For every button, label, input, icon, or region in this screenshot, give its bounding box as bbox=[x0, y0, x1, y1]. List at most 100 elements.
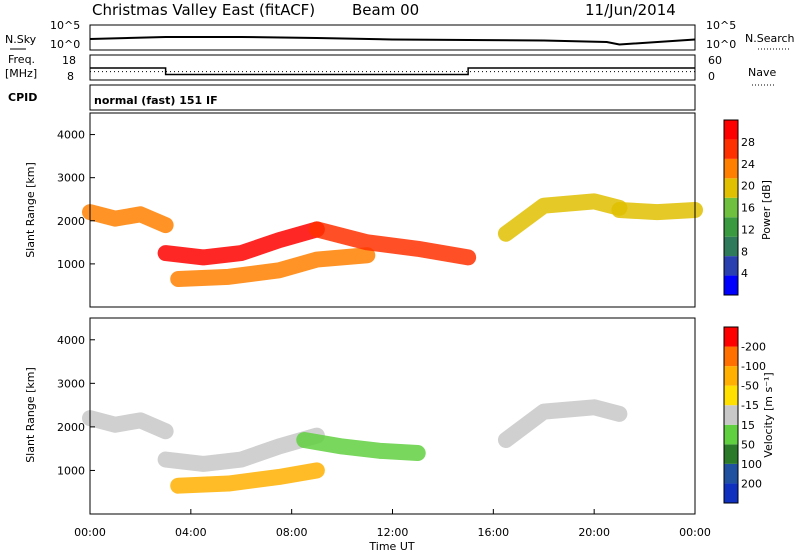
power-colorbar-frame bbox=[723, 119, 739, 296]
nsearch-ytick-top: 10^5 bbox=[706, 19, 736, 32]
velocity-echo-band bbox=[296, 431, 426, 462]
power-colorbar-tick: 16 bbox=[741, 202, 755, 215]
velocity-echo-band bbox=[170, 462, 325, 494]
velocity-ytick-label: 3000 bbox=[57, 377, 85, 390]
velocity-colorbar-tick: 15 bbox=[741, 419, 755, 432]
cpid-panel: normal (fast) 151 IF bbox=[89, 84, 696, 111]
velocity-ytick-label: 4000 bbox=[57, 334, 85, 347]
power-echo-band bbox=[308, 221, 477, 266]
velocity-colorbar-label: Velocity [m s⁻¹] bbox=[762, 372, 775, 457]
freq-label: Freq. bbox=[8, 53, 35, 66]
freq-line bbox=[90, 67, 695, 76]
power-colorbar-tick: 12 bbox=[741, 223, 755, 236]
time-tick-label: 00:00 bbox=[74, 526, 106, 539]
velocity-colorbar-cell bbox=[724, 424, 738, 445]
velocity-colorbar-tick: -200 bbox=[741, 341, 766, 354]
velocity-colorbar-cell bbox=[724, 385, 738, 406]
velocity-panel: 1000 2000 3000 4000 Slant Range [km] 200 100… bbox=[24, 317, 775, 515]
freq-series bbox=[90, 67, 695, 76]
velocity-colorbar-tick: 200 bbox=[741, 477, 762, 490]
power-colorbar-tick: 20 bbox=[741, 180, 755, 193]
power-echo-band bbox=[82, 204, 174, 234]
velocity-colorbar-cell bbox=[724, 327, 738, 347]
nsearch-ytick-bottom: 10^0 bbox=[706, 38, 736, 51]
power-echo-band bbox=[611, 202, 703, 221]
power-colorbar-tick: 8 bbox=[741, 245, 748, 258]
nave-ytick-top: 60 bbox=[708, 54, 722, 67]
nsky-label: N.Sky bbox=[5, 33, 37, 46]
nsky-frame bbox=[89, 24, 696, 51]
velocity-echo-band bbox=[82, 410, 174, 440]
power-ytick-label: 1000 bbox=[57, 258, 85, 271]
cpid-label: CPID bbox=[8, 91, 37, 104]
power-echo-band bbox=[170, 247, 376, 287]
beam-label: Beam 00 bbox=[352, 1, 419, 19]
nsky-series bbox=[89, 36, 696, 46]
time-tick-label: 20:00 bbox=[578, 526, 610, 539]
freq-ytick-top: 18 bbox=[62, 54, 76, 67]
power-colorbar-cell bbox=[724, 178, 738, 198]
time-tick-label: 12:00 bbox=[377, 526, 409, 539]
power-frame bbox=[89, 112, 696, 308]
time-tick-label: 04:00 bbox=[175, 526, 207, 539]
time-tick-label: 16:00 bbox=[477, 526, 509, 539]
power-colorbar-label: Power [dB] bbox=[760, 180, 773, 240]
freq-unit-label: [MHz] bbox=[5, 67, 37, 80]
nave-ytick-bottom: 0 bbox=[708, 70, 715, 83]
power-yticks: 1000 2000 3000 4000 bbox=[57, 129, 95, 271]
power-echoes bbox=[82, 193, 703, 287]
nsearch-label: N.Search bbox=[745, 32, 795, 45]
time-axis: 00:00 04:00 08:00 12:00 16:00 20:00 00:00 bbox=[74, 509, 711, 539]
power-colorbar-tick: 24 bbox=[741, 158, 755, 171]
nsky-ytick-top: 10^5 bbox=[50, 19, 80, 32]
power-colorbar-cell bbox=[724, 120, 738, 140]
velocity-colorbar-tick: -15 bbox=[741, 399, 759, 412]
time-tick-label: 00:00 bbox=[679, 526, 711, 539]
power-colorbar-cell bbox=[724, 158, 738, 179]
nsky-panel: 10^5 10^0 10^5 10^0 bbox=[50, 19, 736, 51]
velocity-colorbar-cell bbox=[724, 483, 738, 503]
velocity-colorbar-cell bbox=[724, 405, 738, 425]
velocity-echo-band bbox=[497, 399, 628, 448]
velocity-colorbar-frame bbox=[723, 326, 739, 504]
power-colorbar-cell bbox=[724, 256, 738, 276]
plot-title: Christmas Valley East (fitACF) bbox=[92, 1, 315, 19]
velocity-colorbar-tick: 50 bbox=[741, 438, 755, 451]
velocity-colorbar-tick: -100 bbox=[741, 360, 766, 373]
nsky-line bbox=[89, 36, 696, 46]
power-ytick-label: 4000 bbox=[57, 129, 85, 142]
time-axis-label: Time UT bbox=[368, 540, 414, 553]
velocity-colorbar-tick: 100 bbox=[741, 458, 762, 471]
freq-panel: 18 8 60 0 bbox=[62, 54, 722, 83]
power-colorbar-cell bbox=[724, 197, 738, 218]
power-colorbar: 4 8 12 16 20 24 28 bbox=[723, 119, 755, 296]
cpid-frame bbox=[89, 84, 696, 111]
nsky-ytick-bottom: 10^0 bbox=[50, 38, 80, 51]
velocity-echoes bbox=[82, 399, 628, 494]
power-colorbar-cell bbox=[724, 236, 738, 257]
power-colorbar-cell bbox=[724, 217, 738, 237]
power-ytick-label: 3000 bbox=[57, 172, 85, 185]
velocity-echo-band bbox=[157, 427, 325, 472]
power-ylabel: Slant Range [km] bbox=[24, 162, 37, 258]
velocity-colorbar: 200 100 50 15 -15 -50 -100 -200 bbox=[723, 326, 766, 504]
power-colorbar-cell bbox=[724, 139, 738, 159]
power-ytick-label: 2000 bbox=[57, 215, 85, 228]
cpid-text: normal (fast) 151 IF bbox=[94, 94, 218, 107]
velocity-colorbar-cell bbox=[724, 366, 738, 386]
power-colorbar-cell bbox=[724, 275, 738, 295]
nave-label: Nave bbox=[748, 66, 776, 79]
velocity-ylabel: Slant Range [km] bbox=[24, 367, 37, 463]
time-tick-label: 08:00 bbox=[276, 526, 308, 539]
velocity-colorbar-tick: -50 bbox=[741, 380, 759, 393]
velocity-colorbar-cell bbox=[724, 463, 738, 484]
power-echo-band bbox=[157, 221, 325, 266]
power-colorbar-tick: 28 bbox=[741, 136, 755, 149]
power-panel: 1000 2000 3000 4000 Slant Range [km] 4 8 12 16… bbox=[24, 112, 773, 308]
date-label: 11/Jun/2014 bbox=[585, 1, 676, 19]
velocity-yticks: 1000 2000 3000 4000 bbox=[57, 334, 95, 477]
freq-ytick-bottom: 8 bbox=[67, 70, 74, 83]
power-colorbar-tick: 4 bbox=[741, 267, 748, 280]
velocity-ytick-label: 1000 bbox=[57, 464, 85, 477]
